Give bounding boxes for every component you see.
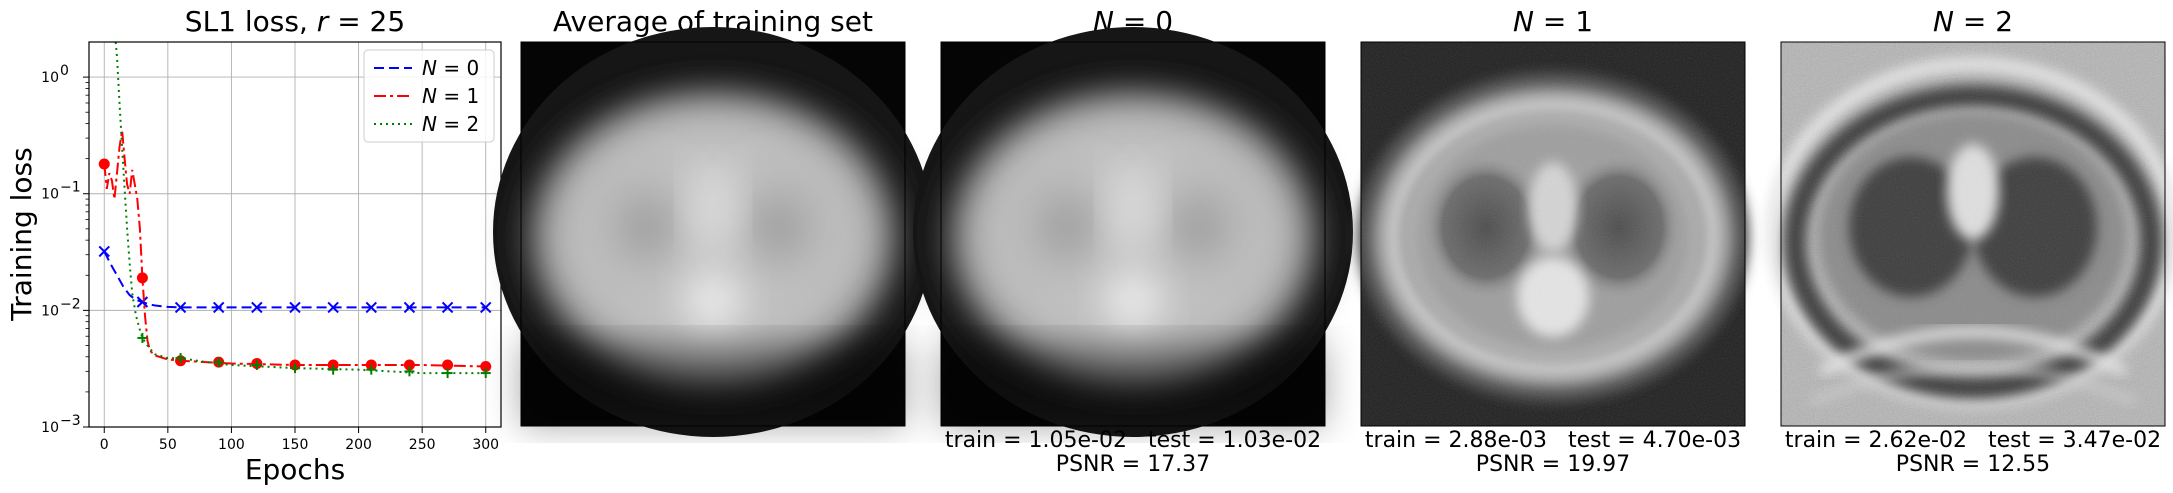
data-point [137,332,148,343]
y-tick-label: 10 [41,303,59,319]
marker-stroke [365,301,378,314]
marker-stroke [327,301,339,314]
chart-title-var: r [317,5,330,38]
y-tick-label: 10 [41,70,59,86]
data-point [136,296,149,308]
x-tick-label: 100 [218,437,245,453]
legend-entry-var: N [422,112,437,136]
data-point [403,301,416,314]
panel-n2-title-rest: = 2 [1954,5,2013,38]
marker-stroke [403,301,416,314]
data-point [98,158,110,170]
data-point [212,301,225,314]
marker-stroke [98,245,110,258]
panel-n1-title-rest: = 1 [1534,5,1593,38]
x-tick-label: 300 [472,437,499,453]
n1-ct-image [1357,42,1749,426]
data-point [403,359,415,371]
panel-n0-caption: train = 1.05e-02 test = 1.03e-02 PSNR = … [944,428,1322,477]
data-point [328,364,339,375]
panel-n1-title-var: N [1513,5,1534,38]
y-tick-label: 10 [41,187,59,203]
panel-n2: N = 2 [1773,5,2173,426]
series-layer [98,42,492,379]
legend-entry: N = 0 [422,56,479,80]
data-point [365,301,378,314]
panel-n2-title-var: N [1933,5,1954,38]
data-point [251,301,263,314]
series-line [103,251,486,309]
legend-entry: N = 1 [422,84,479,108]
data-point [441,301,454,314]
panel-n1-title: N = 1 [1513,5,1593,38]
y-tick-label: 10 [41,420,59,436]
panel-average: Average of training set [493,5,933,437]
x-axis-label: Epochs [245,453,345,486]
y-tick-exponent: −3 [60,413,81,429]
data-point [289,301,301,314]
data-point [442,368,453,379]
panel-n0: N = 0 [913,5,1353,437]
y-axis-label: Training loss [5,147,38,321]
y-tick-exponent: 0 [60,63,69,79]
n2-image-frame [1780,41,2166,427]
panel-n2-caption: train = 2.62e-02 test = 3.47e-02 PSNR = … [1784,428,2162,477]
data-point [442,359,454,371]
data-point [213,357,224,368]
legend-entry-var: N [422,84,437,108]
data-point [251,360,262,371]
series-2 [114,42,491,379]
marker-stroke [212,301,225,314]
data-point [404,366,415,377]
marker-stroke [136,296,149,308]
legend-entry-rest: = 1 [437,84,479,108]
x-tick-label: 250 [409,437,436,453]
marker-stroke [441,301,454,314]
data-point [174,301,187,314]
x-tick-label: 0 [100,437,109,453]
legend: N = 0N = 1N = 2 [363,49,495,143]
average-image-frame [520,41,906,427]
data-point [98,245,110,258]
data-point [480,301,492,314]
panel-n1: N = 1 [1357,5,1749,426]
data-point [175,353,186,364]
series-line [114,42,486,375]
n0-image-frame [940,41,1326,427]
series-0 [98,245,492,314]
panel-n1-caption: train = 2.88e-03 test = 4.70e-03 PSNR = … [1364,428,1742,477]
y-tick-exponent: −2 [60,296,81,312]
panel-n2-title: N = 2 [1933,5,2013,38]
data-point [290,363,300,374]
y-tick-exponent: −1 [60,180,81,196]
x-tick-label: 200 [345,437,372,453]
data-point [136,272,148,284]
x-tick-label: 150 [282,437,309,453]
marker-stroke [174,301,187,314]
marker-stroke [251,301,263,314]
data-point [480,361,492,373]
x-tick-label: 50 [159,437,177,453]
n1-image-frame [1360,41,1746,427]
legend-entry-var: N [422,56,437,80]
legend-entry-rest: = 2 [437,112,479,136]
data-point [366,364,377,375]
average-ct-image [493,27,933,437]
data-point [480,368,491,379]
data-point [327,301,339,314]
chart-title-suffix: = 25 [328,5,405,38]
legend-entry: N = 2 [422,112,479,136]
n2-ct-image [1773,42,2173,426]
n0-ct-image [913,27,1353,437]
chart-title: SL1 loss, r = 25 [185,5,405,38]
legend-box [363,49,495,143]
legend-entry-rest: = 0 [437,56,479,80]
marker-stroke [289,301,301,314]
marker-stroke [480,301,492,314]
chart-title-prefix: SL1 loss, [185,5,317,38]
